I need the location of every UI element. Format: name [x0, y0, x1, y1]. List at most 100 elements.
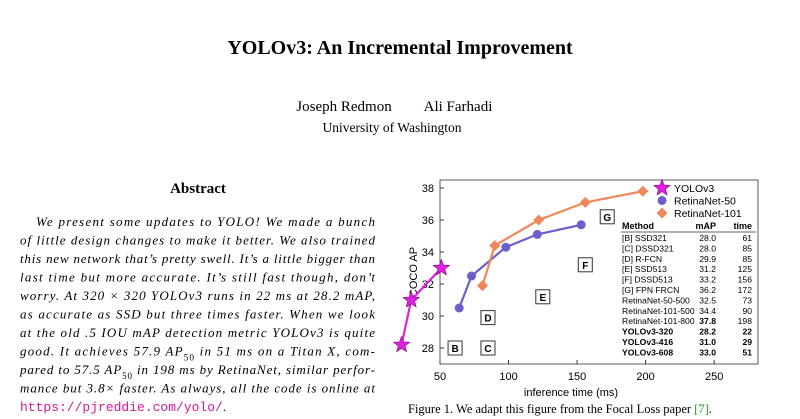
- circle-marker: [501, 242, 511, 252]
- table-cell: [G] FPN FRCN: [622, 285, 679, 295]
- y-tick-label: 38: [422, 183, 434, 195]
- y-tick-label: 36: [422, 215, 434, 227]
- y-tick-label: 34: [422, 247, 434, 259]
- citation[interactable]: [7]: [694, 402, 709, 416]
- circle-marker: [576, 220, 586, 230]
- subscript: 50: [184, 353, 195, 363]
- method-marker: [577, 257, 593, 273]
- link[interactable]: https://pjreddie.com/yolo/: [20, 400, 223, 415]
- table-cell: 73: [742, 295, 752, 305]
- abstract-line: good. It achieves 57.9 AP50 in 51 ms on …: [20, 344, 375, 363]
- table-cell: YOLOv3-320: [622, 327, 673, 337]
- star-marker: [653, 178, 671, 196]
- abstract-heading: Abstract: [170, 181, 226, 197]
- table-cell: RetinaNet-101-800: [622, 316, 695, 326]
- abstract-line: of little design changes to make it bett…: [20, 233, 376, 248]
- abstract-line: mance but 3.8× faster. As always, all th…: [20, 381, 375, 396]
- x-tick-label: 50: [434, 371, 446, 383]
- table-header: time: [733, 221, 752, 231]
- table-cell: 32.5: [699, 295, 716, 305]
- text-run: this new network that’s pretty swell. It…: [20, 251, 375, 266]
- text-run: last time but more accurate. It’s still …: [20, 270, 375, 285]
- method-marker-label: G: [603, 213, 611, 224]
- table-cell: 28.0: [699, 243, 716, 253]
- table-cell: 31.2: [699, 264, 716, 274]
- caption: Figure 1. We adapt this figure from the …: [408, 402, 712, 416]
- text-run: in 51 ms on a Titan X, com-: [195, 344, 375, 359]
- y-tick-label: 30: [422, 311, 434, 323]
- abstract-line: pared to 57.5 AP50 in 198 ms by RetinaNe…: [19, 362, 375, 381]
- method-marker: [535, 289, 551, 305]
- diamond-marker: [656, 207, 668, 219]
- text-run: We present some updates to YOLO! We made…: [36, 214, 375, 229]
- text-run: worry. At 320 × 320 YOLOv3 runs in 22 ms…: [20, 288, 375, 303]
- method-marker: [480, 340, 496, 356]
- method-marker: [599, 209, 615, 225]
- table-cell: 85: [742, 243, 752, 253]
- table-header: mAP: [695, 221, 716, 231]
- legend-label: RetinaNet-50: [674, 196, 736, 208]
- table-cell: 22: [742, 327, 752, 337]
- text-run: as accurate as SSD but three times faste…: [20, 307, 375, 322]
- table-cell: YOLOv3-416: [622, 337, 673, 347]
- table-cell: 125: [738, 264, 753, 274]
- table-cell: 33.2: [699, 275, 716, 285]
- x-tick-label: 200: [636, 371, 654, 383]
- legend-label: RetinaNet-101: [674, 208, 742, 220]
- table-cell: 61: [742, 233, 752, 243]
- text-run: at the old .5 IOU mAP detection metric Y…: [20, 325, 375, 340]
- paper-title: YOLOv3: An Incremental Improvement: [227, 37, 573, 59]
- table-cell: 90: [742, 306, 752, 316]
- author: Ali Farhadi: [424, 99, 493, 115]
- table-cell: [B] SSD321: [622, 233, 667, 243]
- abstract-line: worry. At 320 × 320 YOLOv3 runs in 22 ms…: [20, 288, 375, 303]
- method-marker-label: C: [484, 344, 491, 355]
- table-cell: 37.8: [699, 316, 716, 326]
- series-line: [481, 190, 644, 286]
- abstract-line: at the old .5 IOU mAP detection metric Y…: [20, 325, 375, 340]
- diamond-marker: [476, 280, 488, 292]
- method-marker-label: D: [484, 314, 491, 325]
- table-cell: 29.9: [699, 254, 716, 264]
- diamond-marker: [637, 185, 649, 197]
- abstract-last-line: https://pjreddie.com/yolo/.: [20, 399, 226, 415]
- table-cell: 29: [742, 337, 752, 347]
- star-marker: [432, 258, 451, 276]
- table-cell: 34.4: [699, 306, 716, 316]
- abstract-line: last time but more accurate. It’s still …: [20, 270, 375, 285]
- abstract-line: as accurate as SSD but three times faste…: [20, 307, 375, 322]
- table-cell: 172: [738, 285, 753, 295]
- table-cell: 198: [738, 316, 753, 326]
- circle-marker: [532, 229, 542, 239]
- legend-label: YOLOv3: [674, 183, 714, 195]
- table-cell: [E] SSD513: [622, 264, 667, 274]
- method-marker: [447, 340, 463, 356]
- table-cell: [D] R-FCN: [622, 254, 662, 264]
- table-cell: 51: [742, 347, 752, 357]
- text-run: of little design changes to make it bett…: [20, 233, 376, 248]
- table-cell: 28.2: [699, 327, 716, 337]
- diamond-marker: [533, 214, 545, 226]
- circle-marker: [657, 196, 667, 205]
- text-run: mance but 3.8× faster. As always, all th…: [20, 381, 375, 396]
- x-tick-label: 150: [568, 371, 586, 383]
- text-run: pared to 57.5 AP: [19, 362, 121, 377]
- author: Joseph Redmon: [296, 99, 392, 115]
- circle-marker: [467, 271, 477, 281]
- y-axis-label: COCO AP: [408, 247, 420, 297]
- table-header: Method: [622, 221, 654, 231]
- method-marker-label: F: [582, 261, 588, 272]
- method-marker-label: B: [451, 344, 458, 355]
- table-cell: 31.0: [699, 337, 716, 347]
- table-cell: [F] DSSD513: [622, 275, 673, 285]
- caption-text: Figure 1. We adapt this figure from the …: [408, 402, 694, 416]
- table-cell: RetinaNet-50-500: [622, 295, 690, 305]
- table-cell: 28.0: [699, 233, 716, 243]
- table-cell: RetinaNet-101-500: [622, 306, 695, 316]
- table-cell: [C] DSSD321: [622, 243, 674, 253]
- text-run: in 198 ms by RetinaNet, similar perfor-: [133, 362, 375, 377]
- table-cell: 156: [738, 275, 753, 285]
- punct: .: [709, 402, 712, 416]
- table-cell: 36.2: [699, 285, 716, 295]
